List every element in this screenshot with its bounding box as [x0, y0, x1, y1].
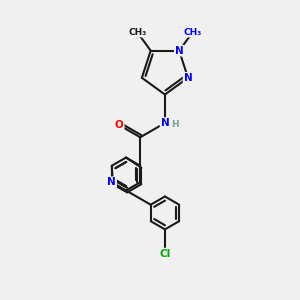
Text: CH₃: CH₃ [184, 28, 202, 37]
Text: CH₃: CH₃ [128, 28, 146, 37]
Text: N: N [160, 118, 169, 128]
Text: N: N [184, 73, 192, 83]
Text: H: H [172, 120, 179, 129]
Text: Cl: Cl [159, 249, 171, 259]
Text: N: N [107, 177, 116, 187]
Text: O: O [115, 120, 124, 130]
Text: N: N [175, 46, 184, 56]
